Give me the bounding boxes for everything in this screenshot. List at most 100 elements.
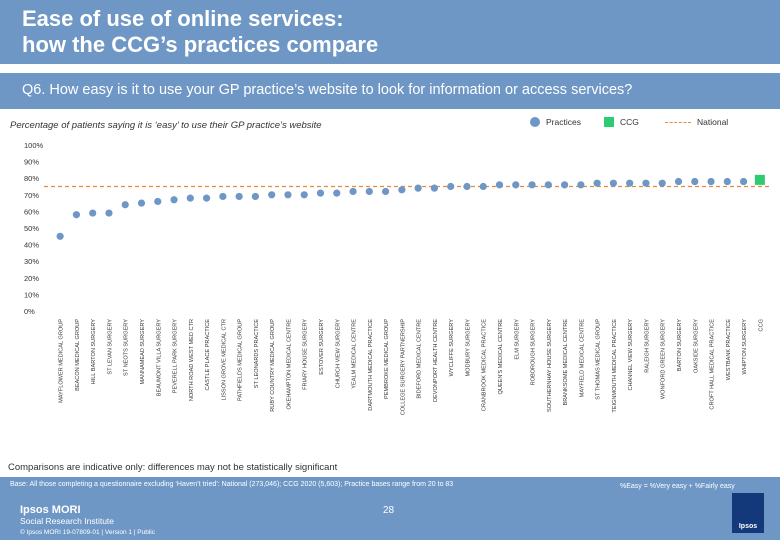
category-label: RALEIGH SURGERY [644, 319, 650, 373]
practice-point [430, 184, 439, 192]
footer-bar: Base: All those completing a questionnai… [0, 477, 780, 540]
practice-point [560, 181, 569, 189]
easy-definition: %Easy = %Very easy + %Fairly easy [620, 483, 735, 490]
practice-point [528, 181, 536, 189]
practice-point [105, 209, 113, 217]
category-label: ST LEONARDS PRACTICE [254, 319, 260, 388]
category-label: ESTOVER SURGERY [319, 319, 325, 375]
category-label: ST THOMAS MEDICAL GROUP [596, 319, 602, 400]
page-title-line-1: Ease of use of online services: [22, 6, 344, 31]
question-text: Q6. How easy is it to use your GP practi… [22, 82, 633, 98]
practice-point [56, 232, 64, 240]
practice-point [447, 182, 455, 191]
ipsos-logo: Ipsos [732, 493, 764, 533]
y-tick-label: 0% [24, 307, 35, 316]
category-label: ROBOROUGH SURGERY [531, 319, 537, 386]
ccg-square-icon [604, 117, 614, 127]
practice-point [544, 181, 552, 189]
y-tick-label: 10% [24, 290, 39, 299]
page-number: 28 [383, 505, 395, 516]
y-tick-label: 30% [24, 257, 39, 266]
category-label: OKEHAMPTON MEDICAL CENTRE [286, 319, 292, 410]
brand-institute: Social Research Institute [20, 516, 115, 526]
category-label: PEVERELL PARK SURGERY [173, 319, 179, 393]
practice-point [137, 199, 146, 207]
y-tick-label: 100% [24, 141, 44, 150]
legend-item-ccg: CCG [604, 117, 639, 127]
chart-legend: Practices CCG National [500, 117, 770, 131]
category-label: CHURCH VIEW SURGERY [335, 319, 341, 388]
practice-point [593, 179, 601, 187]
category-label: SOUTHERNHAY HOUSE SURGERY [547, 319, 553, 412]
category-label: BEACON MEDICAL GROUP [75, 319, 81, 391]
practice-point [577, 181, 585, 189]
category-label: FRIARY HOUSE SURGERY [303, 319, 309, 390]
category-label: ELM SURGERY [514, 319, 520, 360]
practice-comparison-chart: 0% 10% 20% 30% 40% 50% 60% 70% 80% 90% 100% MAYFLOW… [24, 141, 772, 415]
copyright-text: © Ipsos MORI 19-07809-01 | Version 1 | P… [20, 529, 155, 536]
category-label: WHIPTON SURGERY [742, 319, 748, 375]
category-label: BRANKSOME MEDICAL CENTRE [563, 319, 569, 406]
legend-item-national: National [665, 117, 728, 127]
practice-point [72, 211, 81, 219]
category-label: ST LEVAN SURGERY [107, 319, 113, 375]
legend-label-ccg: CCG [620, 117, 639, 127]
chart-subtitle: Percentage of patients saying it is ‘eas… [10, 120, 322, 131]
title-banner: Ease of use of online services: how the … [0, 0, 780, 64]
y-tick-label: 70% [24, 191, 39, 200]
practice-point [512, 181, 520, 189]
category-label: TEIGNMOUTH MEDICAL PRACTICE [612, 319, 618, 413]
category-label: RUBY COUNTRY MEDICAL GROUP [270, 319, 276, 412]
category-label: CHANNEL VIEW SURGERY [628, 319, 634, 391]
y-tick-label: 60% [24, 207, 39, 216]
category-label: ST NEOTS SURGERY [124, 319, 130, 376]
category-label: CROFT HALL MEDICAL PRACTICE [710, 319, 716, 410]
category-label: HILL BARTON SURGERY [91, 319, 97, 385]
category-label: NORTH ROAD WEST MED CTR [189, 319, 195, 401]
page-title-line-2: how the CCG’s practices compare [22, 32, 379, 57]
practice-point [723, 177, 731, 186]
practice-point [284, 191, 292, 199]
category-label: MAYFIELD MEDICAL CENTRE [579, 319, 585, 398]
category-label: PEMBROKE MEDICAL GROUP [384, 319, 390, 399]
brand-name: Ipsos MORI [20, 504, 81, 516]
category-label: YEALM MEDICAL CENTRE [352, 319, 358, 389]
practice-point [495, 181, 504, 189]
national-dashed-line-icon [665, 121, 691, 123]
practice-point [642, 179, 650, 187]
category-label: CCG [758, 319, 764, 331]
practice-point [349, 187, 357, 196]
practice-point [398, 186, 406, 194]
practice-dot-icon [530, 117, 540, 127]
practice-point [268, 191, 276, 199]
practice-point [739, 177, 748, 186]
practice-point [365, 187, 373, 196]
category-label: MODBURY SURGERY [465, 319, 471, 377]
practice-point [235, 192, 243, 201]
practice-point [463, 182, 471, 191]
practice-point [479, 182, 487, 191]
y-tick-label: 50% [24, 224, 39, 233]
category-label: DEVONPORT HEALTH CENTRE [433, 319, 439, 402]
practice-point [414, 184, 422, 192]
category-label: MAYFLOWER MEDICAL GROUP [59, 319, 65, 403]
practice-point [626, 179, 634, 187]
y-tick-label: 20% [24, 274, 39, 283]
practice-point [219, 192, 227, 201]
practice-point [691, 177, 699, 186]
ipsos-logo-text: Ipsos [738, 523, 758, 530]
category-label: BIDEFORD MEDICAL CENTRE [417, 319, 423, 399]
practice-point [202, 194, 211, 202]
practice-point [251, 192, 260, 201]
base-description: Base: All those completing a questionnai… [10, 481, 454, 488]
practice-point [154, 197, 162, 206]
category-label: PATHFIELDS MEDICAL GROUP [238, 319, 244, 401]
category-label: WONFORD GREEN SURGERY [661, 319, 667, 399]
practice-point [316, 189, 325, 197]
category-label: MANNAMEAD SURGERY [140, 319, 146, 385]
significance-note: Comparisons are indicative only: differe… [8, 462, 338, 473]
category-label: CRANBROOK MEDICAL PRACTICE [482, 319, 488, 411]
practice-point [333, 189, 341, 197]
ccg-marker [754, 174, 765, 185]
practice-point [707, 177, 715, 186]
